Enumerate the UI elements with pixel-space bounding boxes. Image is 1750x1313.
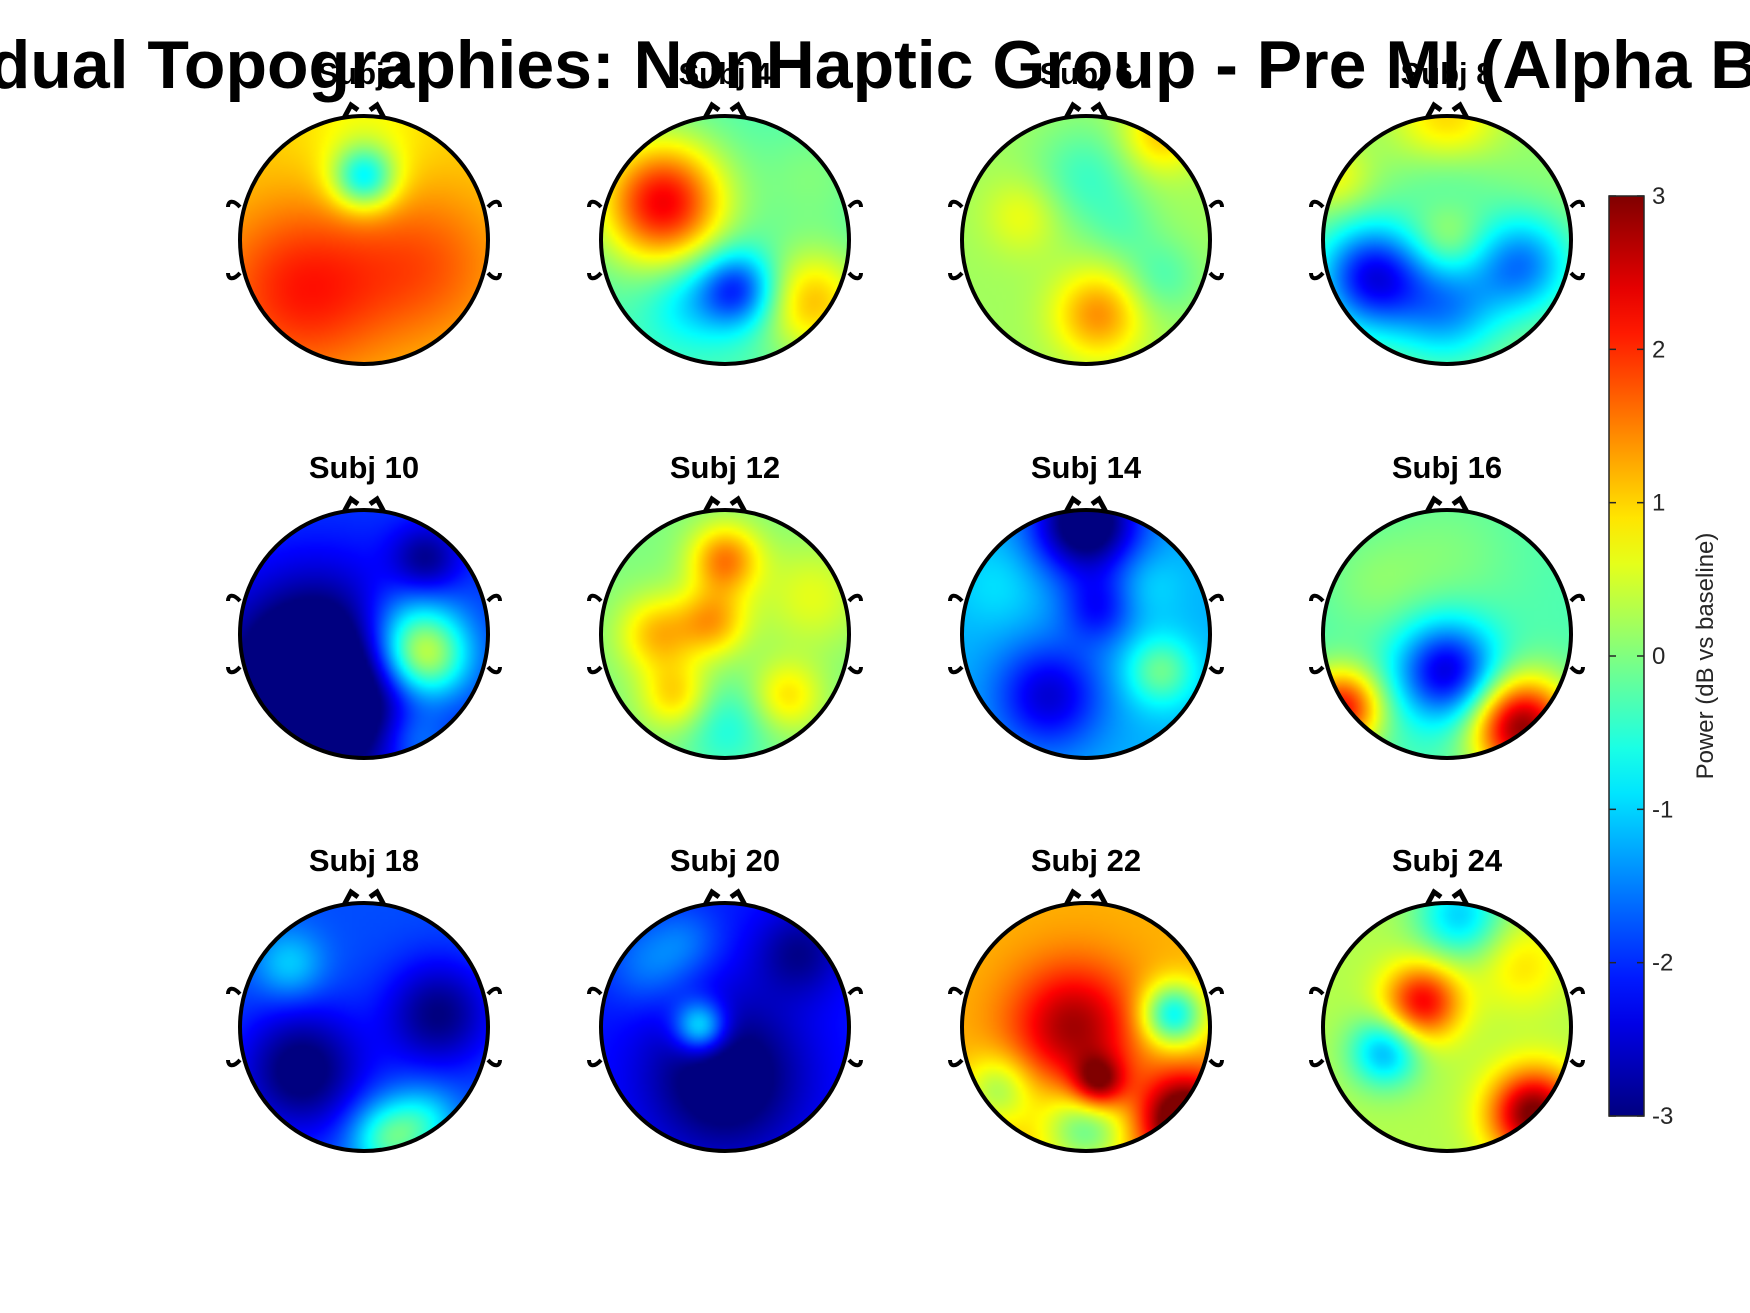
- topoplot: Subj 12: [587, 450, 863, 760]
- topo-map: [240, 903, 488, 1151]
- ear-marker: [1208, 199, 1224, 281]
- topo-map: [962, 510, 1210, 758]
- ear-marker: [1309, 593, 1325, 675]
- ear-marker: [847, 986, 863, 1068]
- head-outline: [1321, 901, 1573, 1153]
- ear-marker: [1309, 986, 1325, 1068]
- topoplot-grid: Subj 2 Subj 4 Subj 6 Subj 8 Subj 10 Subj 12 Su…: [226, 56, 1585, 1153]
- ear-marker: [847, 593, 863, 675]
- nose-marker: [1424, 495, 1470, 514]
- topoplot: Subj 24: [1309, 843, 1585, 1153]
- nose-marker: [1063, 101, 1109, 120]
- ear-marker: [847, 199, 863, 281]
- ear-marker: [486, 199, 502, 281]
- head-outline: [599, 508, 851, 760]
- nose-marker: [1424, 101, 1470, 120]
- nose-marker: [1424, 888, 1470, 907]
- head-outline: [960, 114, 1212, 366]
- nose-marker: [702, 888, 748, 907]
- nose-marker: [702, 101, 748, 120]
- head-outline: [238, 508, 490, 760]
- ear-marker: [486, 593, 502, 675]
- colorbar: 3 2 1 0 -1 -2 -3 Power (dB vs baseline): [1608, 183, 1719, 1130]
- topoplot: Subj 10: [226, 450, 502, 760]
- topoplot: Subj 18: [226, 843, 502, 1153]
- nose-marker: [1063, 495, 1109, 514]
- nose-marker: [341, 495, 387, 514]
- ear-marker: [1208, 593, 1224, 675]
- head-outline: [238, 114, 490, 366]
- head-outline: [238, 901, 490, 1153]
- subject-title: Subj 14: [1031, 450, 1142, 485]
- subject-title: Subj 8: [1400, 56, 1493, 91]
- colorbar-tick-label: -1: [1652, 796, 1673, 823]
- ear-marker: [226, 199, 242, 281]
- colorbar-tick-label: 3: [1652, 183, 1665, 210]
- topoplot: Subj 20: [587, 843, 863, 1153]
- ear-marker: [1208, 986, 1224, 1068]
- topoplot: Subj 16: [1309, 450, 1585, 760]
- topoplot: Subj 6: [948, 56, 1224, 366]
- ear-marker: [1569, 199, 1585, 281]
- topo-map: [240, 510, 488, 758]
- topo-map: [601, 903, 849, 1151]
- ear-marker: [226, 593, 242, 675]
- ear-marker: [948, 199, 964, 281]
- ear-marker: [587, 593, 603, 675]
- ear-marker: [587, 986, 603, 1068]
- colorbar-tick-label: -2: [1652, 950, 1673, 977]
- ear-marker: [948, 986, 964, 1068]
- subject-title: Subj 20: [670, 843, 780, 878]
- subject-title: Subj 12: [670, 450, 780, 485]
- head-outline: [599, 114, 851, 366]
- topo-map: [1323, 903, 1571, 1151]
- topoplot: Subj 2: [226, 56, 502, 366]
- nose-marker: [1063, 888, 1109, 907]
- subject-title: Subj 16: [1392, 450, 1502, 485]
- topoplot: Subj 22: [948, 843, 1224, 1153]
- topo-map: [962, 116, 1210, 364]
- subject-title: Subj 24: [1392, 843, 1503, 878]
- nose-marker: [341, 888, 387, 907]
- topoplot: Subj 14: [948, 450, 1224, 760]
- subject-title: Subj 6: [1039, 56, 1132, 91]
- topo-map: [1323, 116, 1571, 364]
- figure-title: Individual Topographies: NonHaptic Group…: [0, 27, 1750, 103]
- ear-marker: [226, 986, 242, 1068]
- subject-title: Subj 2: [317, 56, 410, 91]
- head-outline: [1321, 114, 1573, 366]
- subject-title: Subj 10: [309, 450, 419, 485]
- subject-title: Subj 22: [1031, 843, 1141, 878]
- ear-marker: [1309, 199, 1325, 281]
- subject-title: Subj 18: [309, 843, 419, 878]
- topo-map: [601, 510, 849, 758]
- topoplot: Subj 4: [587, 56, 863, 366]
- head-outline: [960, 901, 1212, 1153]
- head-outline: [599, 901, 851, 1153]
- ear-marker: [486, 986, 502, 1068]
- topo-map: [1323, 510, 1571, 758]
- topo-map: [962, 903, 1210, 1151]
- ear-marker: [1569, 593, 1585, 675]
- nose-marker: [702, 495, 748, 514]
- subject-title: Subj 4: [678, 56, 772, 91]
- head-outline: [1321, 508, 1573, 760]
- ear-marker: [948, 593, 964, 675]
- ear-marker: [587, 199, 603, 281]
- colorbar-tick-label: 2: [1652, 336, 1665, 363]
- colorbar-label: Power (dB vs baseline): [1692, 533, 1719, 780]
- colorbar-tick-label: 0: [1652, 643, 1665, 670]
- colorbar-tick-label: 1: [1652, 490, 1665, 517]
- topoplot: Subj 8: [1309, 56, 1585, 366]
- nose-marker: [341, 101, 387, 120]
- topo-map: [240, 116, 488, 364]
- colorbar-tick-label: -3: [1652, 1103, 1673, 1130]
- topo-map: [601, 116, 849, 364]
- ear-marker: [1569, 986, 1585, 1068]
- head-outline: [960, 508, 1212, 760]
